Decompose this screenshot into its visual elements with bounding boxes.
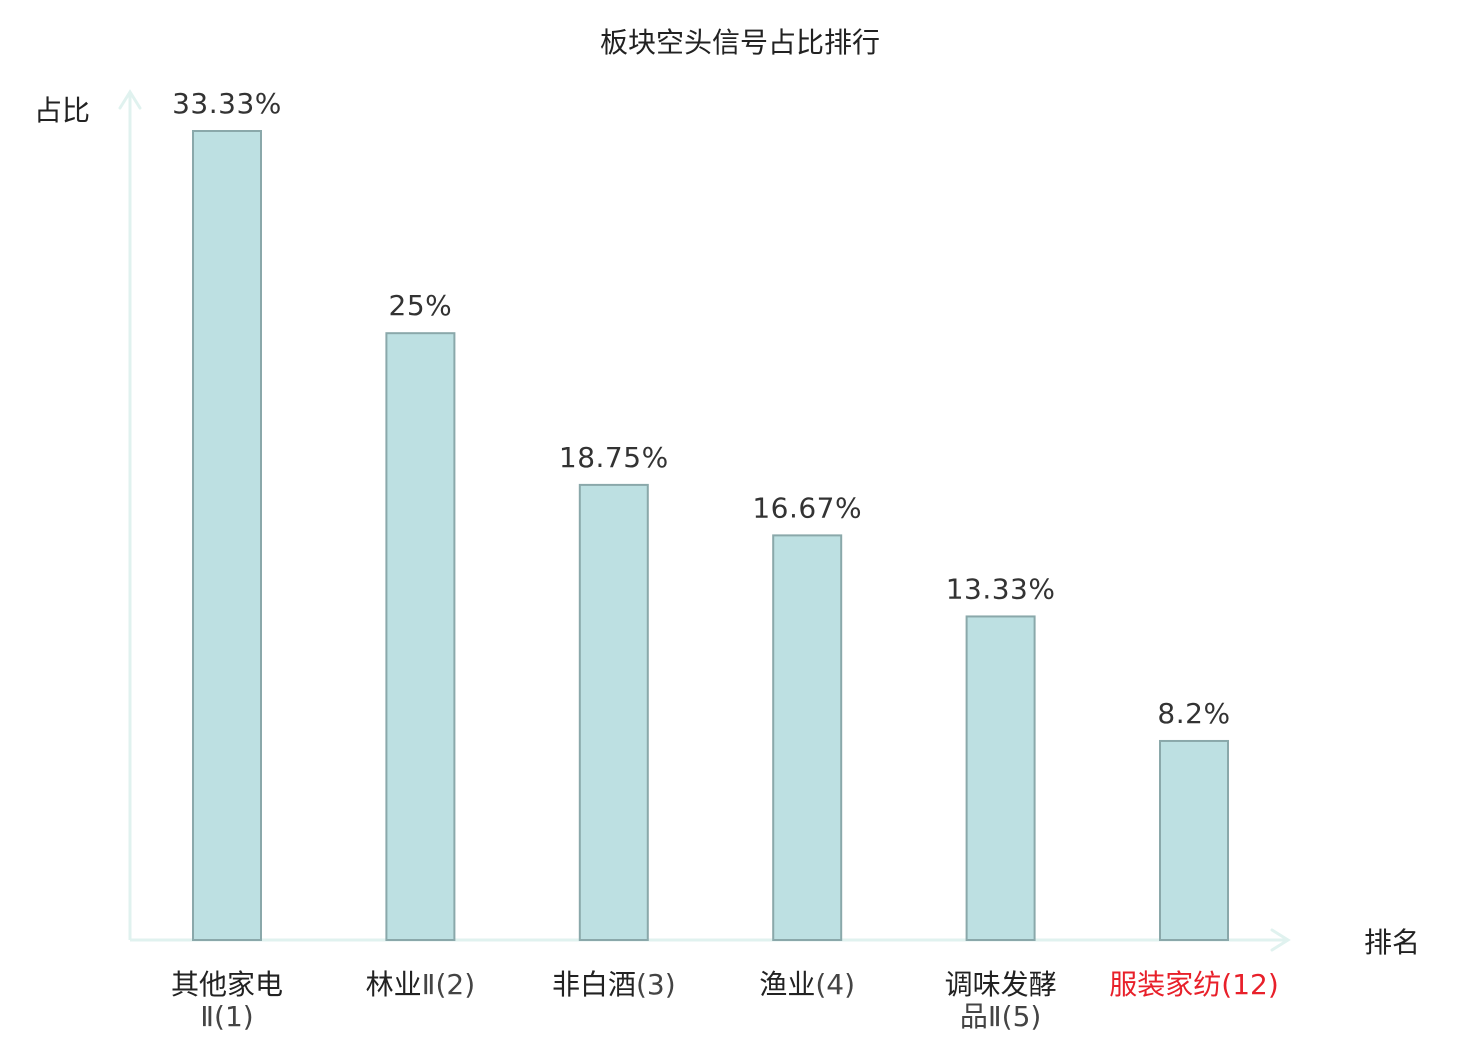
bar [385,332,456,941]
data-label: 13.33% [946,572,1056,605]
axes [118,89,1291,952]
category-rank: (3) [636,968,676,1001]
category-label: 林业Ⅱ(2) [366,968,475,1001]
category-rank: (12) [1221,968,1278,1001]
category-rank: Ⅱ(2) [422,968,475,1001]
value-labels-group: 33.33% 25% 18.75% 16.67% 13.33% 8.2% [172,87,1230,730]
data-label: 8.2% [1157,697,1230,730]
category-name: 服装家纺 [1109,968,1221,1001]
data-label: 16.67% [752,491,862,524]
bar [1159,739,1229,942]
chart-title: 板块空头信号占比排行 [600,26,880,59]
category-name: 非白酒 [552,968,636,1001]
data-label: 25% [389,289,453,322]
x-axis-arrow-icon [1270,928,1291,952]
y-axis-label: 占比 [34,94,90,127]
category-rank: (4) [815,968,855,1001]
category-rank-label: 品Ⅱ(5) [960,1000,1041,1033]
bar [578,483,649,941]
bar [192,130,262,941]
category-label: 其他家电 [171,968,283,1001]
category-label: 服装家纺(12) [1109,968,1279,1001]
category-label: 渔业(4) [759,968,855,1001]
bar [772,534,843,942]
category-label: 非白酒(3) [552,968,676,1001]
bar [965,615,1036,941]
category-name: 渔业 [759,968,815,1001]
data-label: 33.33% [172,87,282,120]
category-rank-label: Ⅱ(1) [200,1000,253,1033]
data-label: 18.75% [559,441,669,474]
bars-group [192,130,1229,942]
y-axis-arrow-icon [118,89,142,110]
x-axis-label: 排名 [1364,926,1420,959]
category-name: 林业 [366,968,422,1001]
category-label: 调味发酵 [945,968,1057,1001]
